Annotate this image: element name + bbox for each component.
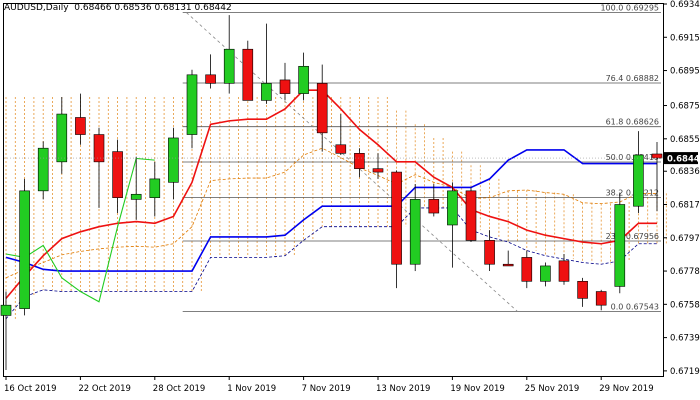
ma-blue-line xyxy=(5,149,657,272)
candle-body xyxy=(372,168,384,173)
candle-body xyxy=(540,265,551,282)
price-tick-label: 0.68365 xyxy=(670,167,700,177)
candle-body xyxy=(186,74,198,135)
candle-body xyxy=(261,83,272,101)
candle-body xyxy=(465,190,477,241)
candle-body xyxy=(93,134,105,163)
indicator-lines xyxy=(5,89,657,320)
candle-body xyxy=(614,204,626,287)
candle-body xyxy=(335,144,347,154)
candle-body xyxy=(223,48,235,84)
ohlc-readout: 0.68466 0.68536 0.68131 0.68442 xyxy=(74,3,232,13)
candle-body xyxy=(56,113,68,163)
ma-red-line xyxy=(5,89,657,299)
candlesticks xyxy=(0,15,663,371)
fib-level-label: 38.2 0.68212 xyxy=(606,188,659,197)
fibonacci-levels: 100.0 0.69295 76.4 0.68882 61.8 0.68626 50.… xyxy=(182,4,661,312)
symbol-label: AUDUSD,Daily xyxy=(4,3,69,13)
candle-body xyxy=(205,74,216,84)
plot-frame xyxy=(3,3,664,377)
candle-body xyxy=(484,240,495,265)
fib-level-label: 61.8 0.68626 xyxy=(606,118,659,127)
price-tick-label: 0.67975 xyxy=(670,234,700,244)
candle-body xyxy=(558,260,570,282)
last-price-box xyxy=(664,152,698,165)
chart-header: AUDUSD,Daily 0.68466 0.68536 0.68131 0.6… xyxy=(4,3,232,13)
date-tick-label: 7 Nov 2019 xyxy=(302,384,351,394)
candle-body xyxy=(75,117,86,135)
candle-body xyxy=(316,83,328,134)
candle-body xyxy=(428,199,440,214)
candle-body xyxy=(242,48,254,101)
candle-body xyxy=(354,153,365,169)
candle-body xyxy=(0,304,12,316)
date-tick-label: 29 Nov 2019 xyxy=(599,384,653,394)
price-tick-label: 0.68955 xyxy=(670,67,700,77)
candle-body xyxy=(298,65,309,94)
date-tick-label: 13 Nov 2019 xyxy=(376,384,430,394)
date-tick-label: 25 Nov 2019 xyxy=(525,384,579,394)
date-tick-label: 16 Oct 2019 xyxy=(4,384,57,394)
candle-body xyxy=(447,190,458,226)
date-tick-label: 1 Nov 2019 xyxy=(227,384,276,394)
ichimoku-cloud xyxy=(5,97,667,319)
candle-body xyxy=(391,171,402,265)
price-tick-label: 0.68555 xyxy=(670,135,700,145)
fib-level-label: 23.6 0.67956 xyxy=(606,232,659,241)
candle-body xyxy=(112,151,123,198)
candle-body xyxy=(37,147,49,192)
date-tick-label: 28 Oct 2019 xyxy=(153,384,206,394)
candle-body xyxy=(577,280,588,299)
candle-body xyxy=(168,137,179,183)
date-tick-label: 19 Nov 2019 xyxy=(450,384,504,394)
candle-body xyxy=(409,199,421,265)
fib-level-label: 100.0 0.69295 xyxy=(600,4,659,13)
fib-level-label: 76.4 0.68882 xyxy=(606,74,659,83)
ma-green-line xyxy=(5,157,155,303)
candle-body xyxy=(19,190,30,309)
candle-body xyxy=(521,257,533,282)
time-axis: 16 Oct 2019 22 Oct 2019 28 Oct 2019 1 Nov 2… xyxy=(4,376,654,394)
price-tick-label: 0.67585 xyxy=(670,300,700,310)
fib-level-label: 50.0 0.68419 xyxy=(606,153,659,162)
fib-level-label: 0.0 0.67543 xyxy=(611,302,659,311)
date-tick-label: 22 Oct 2019 xyxy=(78,384,131,394)
candle-body xyxy=(595,291,607,306)
candle-body xyxy=(651,153,663,159)
candle-body xyxy=(279,79,291,94)
candle-body xyxy=(149,178,161,198)
fib-anchor-line xyxy=(186,12,518,312)
price-tick-label: 0.67195 xyxy=(670,367,700,377)
candle-body xyxy=(130,193,142,200)
last-price-label: 0.68442 xyxy=(667,155,700,165)
span-a-line xyxy=(5,147,657,279)
price-tick-label: 0.69345 xyxy=(670,0,700,10)
candle-body xyxy=(633,154,644,207)
span-b-line xyxy=(5,207,657,320)
candle-body xyxy=(502,263,514,267)
